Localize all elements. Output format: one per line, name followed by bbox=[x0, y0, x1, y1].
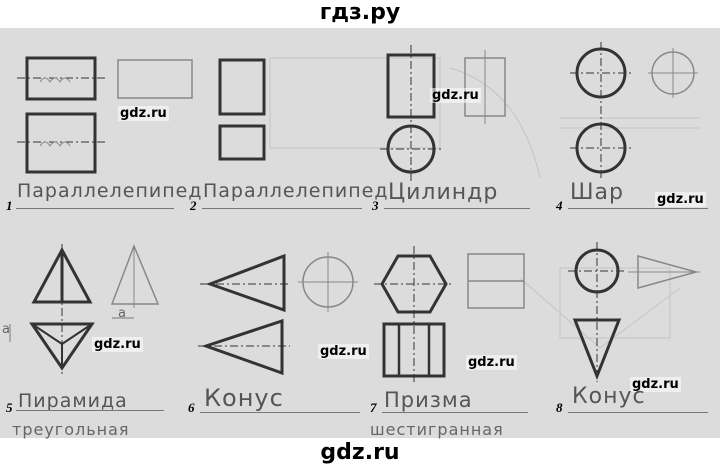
figure-1 bbox=[17, 56, 193, 174]
watermark: gdz.ru bbox=[430, 88, 481, 103]
item-number: 1 bbox=[6, 198, 13, 213]
item-number: 4 bbox=[556, 198, 563, 213]
item-number: 6 bbox=[188, 400, 195, 415]
item-number: 5 bbox=[6, 400, 13, 415]
answer-2: Параллелепипед bbox=[203, 180, 389, 202]
watermark: gdz.ru bbox=[630, 377, 681, 392]
figure-7 bbox=[374, 246, 525, 384]
base-length-label: a bbox=[118, 306, 127, 321]
answer-7-extra: шестигранная bbox=[370, 420, 504, 439]
item-number: 2 bbox=[190, 198, 197, 213]
figure-8 bbox=[568, 242, 700, 382]
watermark: gdz.ru bbox=[92, 337, 143, 352]
item-number: 7 bbox=[370, 400, 377, 415]
item-number: 8 bbox=[556, 400, 563, 415]
answer-line bbox=[200, 412, 360, 413]
answer-7: Призма bbox=[384, 388, 473, 412]
answer-line bbox=[382, 412, 528, 413]
figure-2 bbox=[218, 58, 266, 161]
answer-line bbox=[16, 208, 174, 209]
answer-line bbox=[16, 410, 164, 411]
answer-line bbox=[568, 412, 708, 413]
watermark: gdz.ru bbox=[118, 106, 169, 121]
answer-line bbox=[568, 208, 708, 209]
answer-line bbox=[384, 208, 530, 209]
site-footer: gdz.ru bbox=[320, 440, 400, 465]
answer-5: Пирамида bbox=[18, 390, 128, 412]
answer-1: Параллелепипед bbox=[17, 180, 203, 202]
answer-3: Цилиндр bbox=[388, 180, 499, 205]
item-number: 3 bbox=[372, 198, 379, 213]
answer-6: Конус bbox=[204, 384, 284, 412]
side-length-label: a bbox=[2, 322, 11, 337]
answer-4: Шар bbox=[570, 180, 624, 205]
answer-5-extra: треугольная bbox=[12, 420, 130, 439]
answer-line bbox=[202, 208, 362, 209]
watermark: gdz.ru bbox=[655, 192, 706, 207]
watermark: gdz.ru bbox=[466, 355, 517, 370]
figure-3 bbox=[380, 45, 506, 183]
answer-8: Конус bbox=[572, 384, 646, 409]
watermark: gdz.ru bbox=[318, 344, 369, 359]
exercise-sheet: gdz.ru gdz.ru gdz.ru gdz.ru gdz.ru gdz.r… bbox=[0, 28, 720, 439]
drawings bbox=[9, 42, 700, 384]
site-header: гдз.ру bbox=[319, 0, 401, 25]
figure-6 bbox=[198, 252, 358, 376]
figure-4 bbox=[570, 42, 698, 180]
figure-5 bbox=[9, 243, 160, 374]
